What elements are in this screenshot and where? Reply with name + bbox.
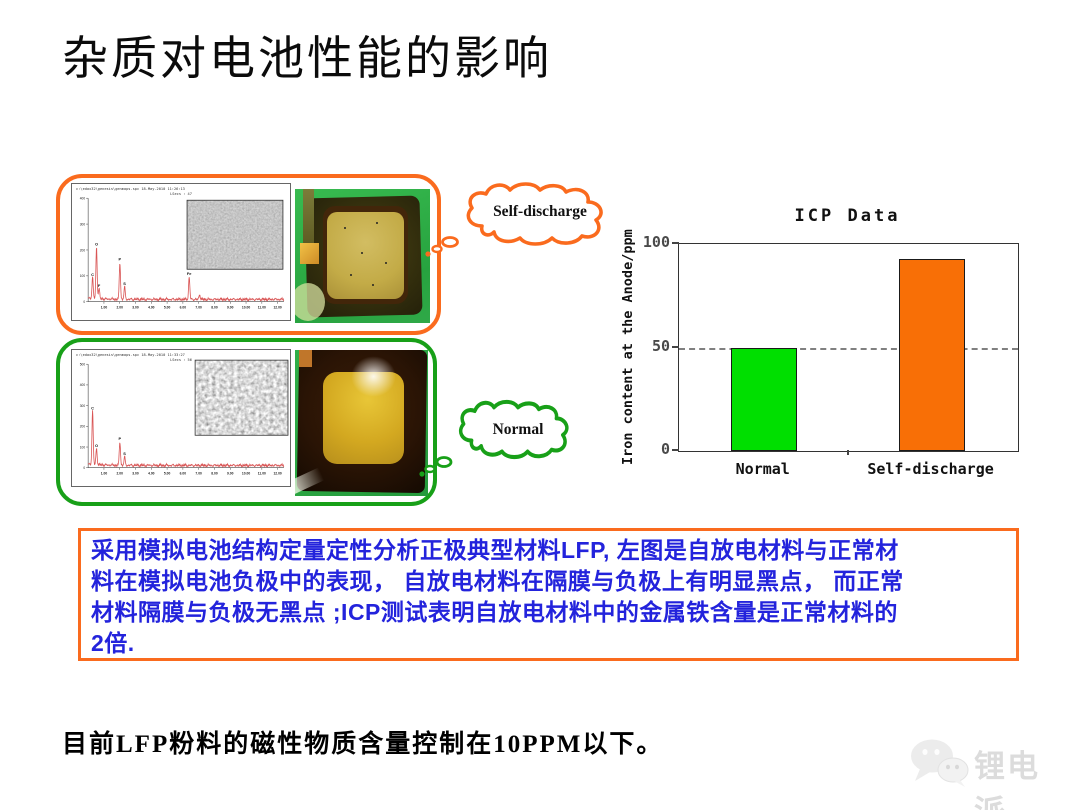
sem-inset-fine [187, 200, 283, 270]
svg-text:2.00: 2.00 [116, 471, 123, 475]
bar-self-discharge [898, 258, 965, 451]
svg-text:11.00: 11.00 [258, 305, 266, 309]
svg-text:3.00: 3.00 [132, 471, 139, 475]
peak-label-O: O [95, 241, 98, 246]
electrode-tab [300, 243, 319, 264]
svg-text:4.00: 4.00 [148, 471, 155, 475]
svg-text:0: 0 [83, 466, 85, 470]
reflection-blob [295, 282, 325, 321]
normal-panel: c:\edax32\genesis\genmaps.spc 18-May-201… [56, 338, 437, 506]
svg-text:1.00: 1.00 [101, 305, 108, 309]
bar-normal [730, 347, 797, 451]
svg-text:300: 300 [80, 222, 86, 226]
svg-text:100: 100 [80, 274, 86, 278]
y-tick-mark [672, 345, 679, 348]
bubble-tail-dot [425, 251, 431, 257]
peak-label-F: F [98, 283, 101, 288]
x-tick-label-normal: Normal [735, 460, 790, 478]
svg-text:10.00: 10.00 [242, 305, 250, 309]
x-minor-tick [846, 450, 849, 455]
self-discharge-panel: c:\edax32\genesis\genmaps.spc 18-May-201… [56, 174, 441, 335]
peak-label-P: P [119, 436, 122, 441]
spectrum-header: c:\edax32\genesis\genmaps.spc 18-May-201… [76, 187, 185, 191]
bottom-note: 目前LFP粉料的磁性物质含量控制在10PPM以下。 [62, 731, 664, 758]
summary-line-2: 料在模拟电池负极中的表现， 自放电材料在隔膜与负极上有明显黑点， 而正常 [91, 568, 904, 594]
light-glare [350, 355, 397, 397]
svg-text:7.00: 7.00 [195, 305, 202, 309]
eds-trace [87, 410, 285, 469]
bubble-tail-dot [419, 471, 425, 477]
svg-text:8.00: 8.00 [211, 305, 218, 309]
eds-trace [87, 247, 285, 303]
svg-text:6.00: 6.00 [180, 305, 187, 309]
svg-text:2.00: 2.00 [116, 305, 123, 309]
peak-label-C: C [91, 405, 94, 410]
sem-inset-coarse [195, 360, 288, 436]
summary-line-3: 材料隔膜与负极无黑点 ;ICP测试表明自放电材料中的金属铁含量是正常材料的 [91, 599, 898, 625]
svg-text:6.00: 6.00 [180, 471, 187, 475]
svg-text:400: 400 [80, 197, 86, 201]
icp-chart: ICP Data Iron content at the Anode/ppm N… [616, 198, 1032, 490]
peak-label-P: P [119, 257, 122, 262]
peak-label-Fe: Fe [187, 271, 192, 276]
svg-text:200: 200 [80, 248, 86, 252]
y-tick-label-50: 50 [651, 336, 670, 355]
svg-text:12.00: 12.00 [273, 471, 281, 475]
self-discharge-bubble-label: Self-discharge [493, 203, 587, 220]
svg-text:9.00: 9.00 [227, 305, 234, 309]
svg-text:1.00: 1.00 [101, 471, 108, 475]
self-discharge-bubble: Self-discharge [425, 182, 603, 257]
summary-text-box: 采用模拟电池结构定量定性分析正极典型材料LFP, 左图是自放电材料与正常材 料在… [78, 528, 1019, 661]
svg-text:5.00: 5.00 [164, 471, 171, 475]
icp-plot-area [678, 243, 1019, 452]
svg-text:3.00: 3.00 [132, 305, 139, 309]
svg-text:12.00: 12.00 [273, 305, 281, 309]
electrode-tab-strip [303, 189, 314, 247]
svg-text:300: 300 [80, 404, 86, 408]
spectrum-header: c:\edax32\genesis\genmaps.spc 18-May-201… [76, 353, 185, 357]
summary-line-1: 采用模拟电池结构定量定性分析正极典型材料LFP, 左图是自放电材料与正常材 [91, 537, 899, 563]
summary-line-4: 2倍. [91, 630, 135, 656]
spectrum-header2: LSecs : 56 [170, 358, 192, 362]
svg-text:4.00: 4.00 [148, 305, 155, 309]
gridline-50 [679, 347, 1018, 350]
watermark: 锂电派 [900, 733, 1070, 810]
svg-text:7.00: 7.00 [195, 471, 202, 475]
page-title: 杂质对电池性能的影响 [62, 33, 552, 84]
peak-label-C: C [91, 272, 94, 277]
svg-text:500: 500 [80, 363, 86, 367]
svg-text:11.00: 11.00 [258, 471, 266, 475]
y-tick-mark [672, 242, 679, 244]
electrode-photo-normal [295, 350, 428, 496]
spectrum-header2: LSecs : 47 [170, 192, 192, 196]
y-tick-mark [672, 449, 679, 451]
y-tick-label-100: 100 [642, 233, 670, 251]
eds-spectrum-self-discharge: c:\edax32\genesis\genmaps.spc 18-May-201… [71, 183, 291, 321]
svg-text:200: 200 [80, 425, 86, 429]
normal-bubble: Normal [419, 399, 569, 477]
electrode-photo-self-discharge [295, 189, 430, 323]
svg-text:100: 100 [80, 445, 86, 449]
svg-text:5.00: 5.00 [164, 305, 171, 309]
normal-bubble-label: Normal [493, 421, 544, 438]
x-tick-label-self-discharge: Self-discharge [867, 460, 994, 478]
svg-text:10.00: 10.00 [242, 471, 250, 475]
peak-label-S: S [123, 281, 126, 286]
y-tick-label-0: 0 [660, 440, 670, 458]
watermark-text: 锂电派 [974, 749, 1040, 810]
svg-text:9.00: 9.00 [227, 471, 234, 475]
wechat-logo-icon [911, 739, 969, 787]
electrode-tab [299, 350, 312, 367]
chart-title: ICP Data [794, 206, 901, 226]
separator-with-black-spots [327, 211, 405, 299]
svg-text:8.00: 8.00 [211, 471, 218, 475]
peak-label-O: O [95, 443, 98, 448]
eds-spectrum-normal: c:\edax32\genesis\genmaps.spc 18-May-201… [71, 349, 291, 487]
svg-text:400: 400 [80, 383, 86, 387]
svg-text:0: 0 [83, 300, 85, 304]
peak-label-S: S [123, 451, 126, 456]
